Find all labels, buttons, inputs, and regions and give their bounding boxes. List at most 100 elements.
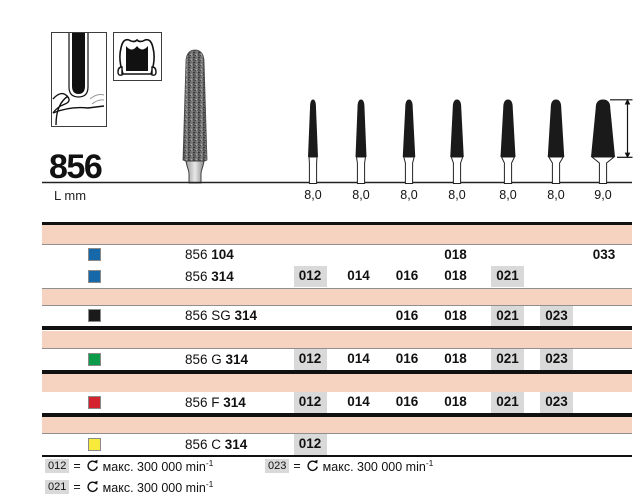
molar-crown-preparation-icon <box>117 38 157 76</box>
hairline-rule <box>42 348 632 350</box>
bur-profile-silhouette <box>355 99 367 157</box>
iso-size-cell: 023 <box>540 392 573 413</box>
max-rotation-speed-icon <box>87 480 98 493</box>
hairline-rule <box>42 287 632 289</box>
speed-footnote: 012 = макс. 300 000 min-1 <box>45 458 213 474</box>
hairline-rule <box>42 243 632 245</box>
bur-profile-silhouette <box>308 99 318 157</box>
iso-size-cell: 021 <box>491 392 524 413</box>
length-axis-label: L mm <box>54 188 87 203</box>
grit-color-square-blue <box>88 248 101 261</box>
length-value: 8,0 <box>400 188 417 202</box>
iso-size-cell: 012 <box>293 392 327 413</box>
iso-size-cell: 018 <box>444 351 467 366</box>
equals-sign: = <box>73 480 81 494</box>
length-labels: 8,0 8,0 8,0 8,0 8,0 8,0 9,0 <box>304 188 611 202</box>
instrument-label: 856 SG 314 <box>185 308 258 323</box>
iso-size-cell: 012 <box>293 349 327 370</box>
heavy-rule <box>42 222 632 225</box>
bur-profile-silhouette <box>402 99 416 157</box>
iso-size-badge: 023 <box>265 459 290 473</box>
heavy-rule <box>42 369 632 374</box>
application-pictogram-margin <box>51 32 107 127</box>
hairline-rule <box>129 265 632 267</box>
iso-size-badge: 012 <box>45 459 70 473</box>
iso-size-cell: 033 <box>592 246 616 262</box>
table-row: 856 F 314 012 014 016 018 021 023 <box>42 392 632 413</box>
iso-size-cell: 016 <box>395 268 419 284</box>
table-row: 856 104 018 033 <box>42 244 632 265</box>
iso-size-cell: 018 <box>444 268 467 284</box>
grit-color-square-red <box>88 395 101 409</box>
bur-at-crown-margin-icon <box>52 33 105 126</box>
equals-sign: = <box>73 459 81 473</box>
speed-footnote: 021 = макс. 300 000 min-1 <box>45 479 213 495</box>
iso-size-cell: 014 <box>347 394 370 409</box>
application-pictogram-crown <box>113 32 162 81</box>
iso-size-cell: 016 <box>395 394 419 409</box>
iso-size-cell: 012 <box>293 434 327 455</box>
grit-color-square-black <box>88 309 101 322</box>
instrument-label: 856 G 314 <box>185 351 249 367</box>
iso-size-cell: 021 <box>491 349 524 370</box>
size-profile-diagram: 8,0 8,0 8,0 8,0 8,0 8,0 9,0 <box>42 98 633 202</box>
bur-profile-silhouette <box>450 99 464 157</box>
length-value: 8,0 <box>352 188 369 202</box>
grit-color-square-blue <box>88 269 101 283</box>
length-value: 8,0 <box>448 188 465 202</box>
separator-band <box>42 417 632 434</box>
iso-size-badge: 021 <box>45 480 70 494</box>
iso-size-cell: 014 <box>347 351 370 366</box>
separator-band <box>42 225 632 244</box>
iso-size-cell: 018 <box>444 394 467 409</box>
separator-band <box>42 288 632 305</box>
speed-footnote: 023 = макс. 300 000 min-1 <box>265 458 433 474</box>
max-rotation-speed-icon <box>87 459 98 472</box>
iso-size-cell: 016 <box>395 307 419 323</box>
instrument-label: 856 104 <box>185 247 234 262</box>
table-row: 856 314 012 014 016 018 021 <box>42 266 632 287</box>
bur-profile-silhouette <box>500 99 516 157</box>
equals-sign: = <box>293 459 301 473</box>
length-value: 9,0 <box>594 188 611 202</box>
iso-size-cell: 012 <box>293 266 327 287</box>
length-value: 8,0 <box>499 188 516 202</box>
instrument-label: 856 C 314 <box>185 436 248 452</box>
instrument-label: 856 F 314 <box>185 394 246 410</box>
bur-profiles <box>308 99 616 184</box>
max-speed-text: макс. 300 000 min-1 <box>102 478 214 496</box>
product-number: 856 <box>49 148 103 186</box>
hairline-rule <box>42 433 632 435</box>
table-row: 856 SG 314 016 018 021 023 <box>42 305 632 326</box>
length-value: 8,0 <box>547 188 564 202</box>
diamond-bur-photo <box>182 49 208 184</box>
instrument-label: 856 314 <box>185 268 234 284</box>
iso-size-cell: 016 <box>395 351 419 366</box>
iso-size-cell: 021 <box>491 266 524 287</box>
length-dimension-arrow <box>610 98 633 159</box>
iso-size-cell: 021 <box>491 305 524 326</box>
max-speed-text: макс. 300 000 min-1 <box>102 457 214 475</box>
separator-band <box>42 374 632 392</box>
bur-profile-silhouette <box>547 99 565 157</box>
iso-size-cell: 023 <box>540 349 573 370</box>
grit-color-square-yellow <box>88 437 101 451</box>
table-row: 856 C 314 012 <box>42 434 632 455</box>
separator-band <box>42 330 632 348</box>
heavy-rule <box>42 326 632 330</box>
grit-color-square-green <box>88 352 101 366</box>
heavy-rule <box>42 454 632 457</box>
table-row: 856 G 314 012 014 016 018 021 023 <box>42 349 632 370</box>
iso-size-cell: 018 <box>444 307 467 323</box>
iso-size-cell: 023 <box>540 305 573 326</box>
max-rotation-speed-icon <box>307 459 318 472</box>
hairline-rule <box>42 304 632 306</box>
bur-profile-silhouette <box>591 99 615 157</box>
length-value: 8,0 <box>304 188 321 202</box>
iso-size-cell: 014 <box>347 268 370 284</box>
iso-size-cell: 018 <box>444 246 467 262</box>
max-speed-text: макс. 300 000 min-1 <box>322 457 434 475</box>
heavy-rule <box>42 412 632 417</box>
